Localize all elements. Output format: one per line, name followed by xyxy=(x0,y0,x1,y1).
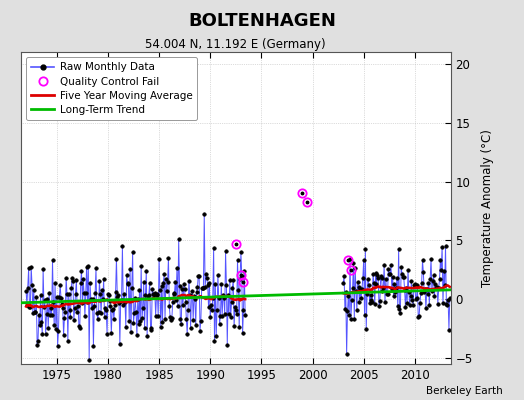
Y-axis label: Temperature Anomaly (°C): Temperature Anomaly (°C) xyxy=(481,129,494,287)
Line: Raw Monthly Data: Raw Monthly Data xyxy=(24,212,247,362)
Legend: Raw Monthly Data, Quality Control Fail, Five Year Moving Average, Long-Term Tren: Raw Monthly Data, Quality Control Fail, … xyxy=(26,57,198,120)
Text: Berkeley Earth: Berkeley Earth xyxy=(427,386,503,396)
Raw Monthly Data xyxy=(140,280,147,285)
Raw Monthly Data xyxy=(213,333,220,338)
Text: BOLTENHAGEN: BOLTENHAGEN xyxy=(188,12,336,30)
Raw Monthly Data xyxy=(86,358,92,362)
Raw Monthly Data xyxy=(201,211,208,216)
Raw Monthly Data xyxy=(167,315,173,320)
Raw Monthly Data xyxy=(57,283,63,288)
Raw Monthly Data xyxy=(242,312,248,317)
Raw Monthly Data xyxy=(228,300,235,304)
Raw Monthly Data xyxy=(23,289,29,294)
Raw Monthly Data xyxy=(39,331,46,336)
Title: 54.004 N, 11.192 E (Germany): 54.004 N, 11.192 E (Germany) xyxy=(146,38,326,51)
